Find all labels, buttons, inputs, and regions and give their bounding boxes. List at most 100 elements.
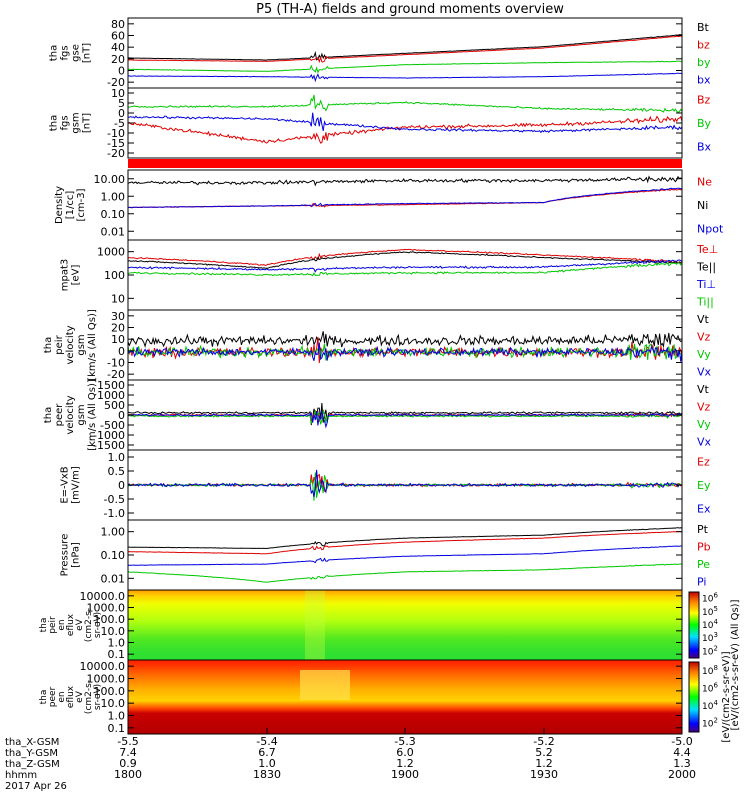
y-axis-label-line: tha [43,337,54,353]
series-temperature-Ti|| [128,262,682,277]
legend-entry: Te|| [696,260,716,273]
y-axis-label-line: [cm-3] [76,188,87,221]
y-tick-label: 1.0 [108,637,126,650]
legend-entry: Vz [697,400,711,413]
y-axis-label-line: [1/cc] [65,191,76,220]
x-row-label: hhmm [5,770,37,781]
x-tick-label: -5.3 [394,735,415,748]
series-fgs_gsm-Bx [128,112,682,134]
y-tick-label: 0 [118,409,125,422]
y-axis-label: E=-VxB [mV/m] [60,466,82,504]
y-tick-label: -10 [107,357,125,370]
series-peir_velocity-Vt [128,331,682,349]
y-axis-label-line: fgs [60,45,71,60]
y-axis-label-line: tha [49,115,60,131]
y-tick-label: 10 [111,292,125,305]
y-axis-label: tha peer en eflux eV (cm2-s-sr-eV) [39,680,103,714]
y-axis-label-line: gsm [76,334,87,355]
y-tick-label: 20 [111,322,125,335]
y-tick-label: 0 [118,479,125,492]
y-axis-label-line: velocity [65,395,76,434]
series-fgs_gse-bz [128,35,682,64]
y-axis-label-line: Density [54,186,65,224]
y-tick-label: -1000 [93,429,125,442]
y-axis-label-line: gse [71,44,82,62]
y-axis-label-line: gsm [76,404,87,425]
panel-frame [127,309,683,381]
y-tick-label: 100.0 [94,685,126,698]
y-axis-label-line: sr-eV) [93,612,103,638]
x-row-value: 1900 [391,768,419,781]
x-row-value: 1800 [114,768,142,781]
x-row-value: 6.0 [396,746,414,759]
colorbar-tick-label: 104 [702,699,718,712]
y-tick-label: 1.0 [108,451,126,464]
y-tick-label: -20 [107,76,125,89]
figure-title: P5 (TH-A) fields and ground moments over… [256,2,564,17]
colorbar-label-text: [eV/(cm2-s-sr-eV) (All Qs)] [730,599,741,730]
x-row-value: 1.2 [396,757,414,770]
series-efield-Ex [128,469,682,497]
y-axis-label-line: peir [48,616,58,634]
x-row-value: 6.7 [258,746,276,759]
series-efield-Ez [128,473,682,493]
legend-entry: By [697,117,712,130]
legend-entry: Ti⊥ [696,278,716,291]
y-tick-label: 30 [111,310,125,323]
x-row-label: tha_X-GSM [5,737,59,748]
y-axis-label-line: tha [43,407,54,423]
y-tick-label: 10 [111,87,125,100]
y-axis-label-line: gsm [71,112,82,133]
y-tick-label: 10.0 [101,697,126,710]
x-row-value: 5.2 [535,746,553,759]
panel-efield: 1.00.50-0.5-1.0 E=-VxB [mV/m] Ez Ey Ex [60,449,711,521]
y-axis-label: tha peer velocity gsm [km/s (All Qs)] [43,379,98,451]
legend-entry: Bx [697,140,712,153]
x-row-value: 1.2 [535,757,553,770]
y-axis-label-line: en [57,619,67,630]
x-row-value: 1.0 [258,757,276,770]
panel-series-group [128,248,682,277]
y-tick-label: 100.0 [94,613,126,626]
legend-entry: by [697,56,711,69]
spectrogram-feature [305,590,325,660]
panel-series-group [128,94,682,144]
series-fgs_gsm-By [128,94,682,113]
panel-pressure: 1.00 0.10 0.01 Pressure [nPa] Pt Pb Pe Pi [60,519,711,591]
x-row-value: 0.9 [119,757,137,770]
y-axis-label-line: tha [49,45,60,61]
legend-entry: Vt [697,313,710,326]
y-tick-label: 1.0 [108,710,126,723]
y-tick-label: 0 [118,107,125,120]
y-axis-label-line: fgs [60,115,71,130]
spectrogram-peer_spec [128,660,682,734]
y-tick-label: 0 [118,65,125,78]
y-tick-label: 10 [111,333,125,346]
y-tick-label: -20 [107,147,125,160]
colorbar-tick-label: 103 [702,631,718,644]
x-tick-label: -5.4 [256,735,277,748]
legend-entry: bz [697,38,710,51]
legend-entry: Vx [697,365,712,378]
y-axis-label-line: eV [75,690,85,703]
y-tick-label: 1000 [97,389,125,402]
colorbar-tick-label: 102 [702,716,718,729]
legend-entry: Ey [697,479,711,492]
y-tick-label: 10.00 [94,173,126,186]
y-axis-label-line: peer [48,686,58,707]
y-tick-label: 1000 [97,246,125,259]
legend-entry: Pe [697,558,710,571]
series-pressure-Pt [128,527,682,550]
y-axis-label-line: tha [39,618,49,633]
y-axis-label-line: (cm2-s- [84,608,94,642]
colorbar-label: [eV/(cm2-s-sr-eV)] [721,651,732,742]
y-axis-label: tha fgs gse [nT] [49,43,93,63]
legend-entry: Bz [697,94,711,107]
y-tick-label: 5 [118,97,125,110]
x-row-label: tha_Z-GSM [5,759,60,770]
y-tick-label: -1500 [93,439,125,452]
